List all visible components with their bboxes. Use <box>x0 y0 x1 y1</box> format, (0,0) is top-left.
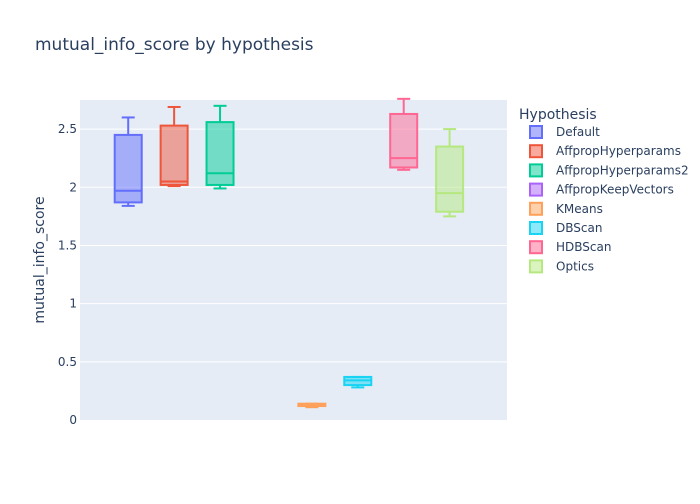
legend-item-kmeans[interactable]: KMeans <box>529 201 603 216</box>
legend-swatch <box>529 144 543 159</box>
legend-item-affprophyperparams2[interactable]: AffpropHyperparams2 <box>529 163 689 178</box>
box-affprophyperparams2[interactable] <box>205 104 235 190</box>
y-axis-title: mutual_info_score <box>32 196 48 323</box>
box-default[interactable] <box>113 116 143 207</box>
legend-swatch <box>529 182 543 197</box>
legend-label: Default <box>556 125 600 139</box>
legend-item-default[interactable]: Default <box>529 125 600 139</box>
legend-label: Optics <box>556 259 594 273</box>
legend-item-affprophyperparams[interactable]: AffpropHyperparams <box>529 144 681 159</box>
y-tick-label: 0 <box>69 413 77 427</box>
box-dbscan[interactable] <box>343 375 373 389</box>
legend-label: AffpropHyperparams2 <box>556 163 689 177</box>
legend-item-hdbscan[interactable]: HDBScan <box>529 240 611 255</box>
box-iqr <box>435 145 465 213</box>
legend-title: Hypothesis <box>519 107 597 123</box>
legend-label: DBScan <box>556 221 602 235</box>
legend-label: AffpropKeepVectors <box>556 183 674 197</box>
legend-swatch <box>529 125 543 139</box>
legend-label: KMeans <box>556 202 603 216</box>
legend-swatch <box>529 259 543 274</box>
y-tick-label: 1.5 <box>58 238 77 252</box>
legend-swatch <box>529 221 543 235</box>
legend-swatch <box>529 163 543 178</box>
y-tick-label: 1 <box>69 297 77 311</box>
y-tick-label: 0.5 <box>58 355 77 369</box>
legend-swatch <box>529 201 543 216</box>
legend-items: Default AffpropHyperparams AffpropHyperpar… <box>529 125 689 274</box>
grid-lines <box>80 128 507 363</box>
y-tick-label: 2 <box>69 180 77 194</box>
legend-swatch <box>529 240 543 255</box>
box-iqr <box>159 124 189 186</box>
y-tick-label: 2.5 <box>58 122 77 136</box>
legend-item-dbscan[interactable]: DBScan <box>529 221 602 235</box>
box-kmeans[interactable] <box>297 402 327 409</box>
legend[interactable]: Hypothesis Default AffpropHyperparams Affp… <box>519 107 689 274</box>
box-series <box>113 97 465 409</box>
y-tick-labels: 0 0.5 1 1.5 2 2.5 <box>58 122 77 427</box>
legend-item-optics[interactable]: Optics <box>529 259 594 274</box>
box-affprophyperparams[interactable] <box>159 105 189 188</box>
legend-label: AffpropHyperparams <box>556 144 681 158</box>
box-hdbscan[interactable] <box>389 97 419 171</box>
legend-label: HDBScan <box>556 240 611 254</box>
box-iqr <box>113 133 143 204</box>
chart-title: mutual_info_score by hypothesis <box>35 35 314 55</box>
legend-item-affpropkeepvectors[interactable]: AffpropKeepVectors <box>529 182 674 197</box>
box-iqr <box>205 121 235 186</box>
box-iqr <box>389 112 419 169</box>
box-optics[interactable] <box>435 128 465 218</box>
